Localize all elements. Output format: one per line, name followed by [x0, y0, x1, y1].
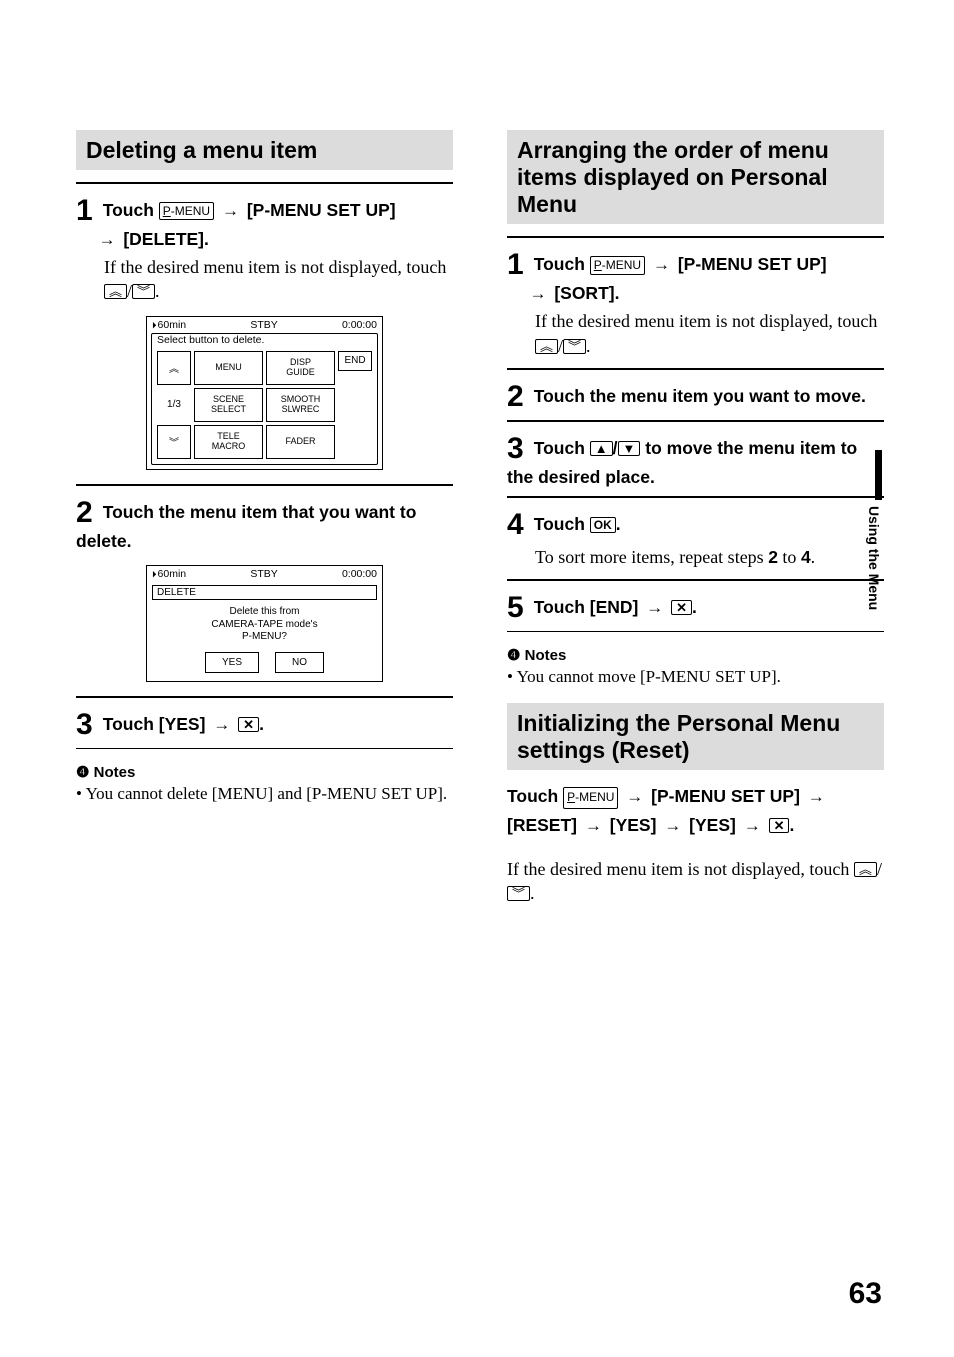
arrow-icon: → — [664, 816, 681, 835]
step-body: If the desired menu item is not displaye… — [104, 255, 453, 304]
up-icon: ︽ — [535, 339, 558, 354]
step-3: 3 Touch ▲/▼ to move the menu item to the… — [507, 432, 884, 490]
step-number: 1 — [507, 248, 524, 282]
arrow-icon: → — [222, 201, 239, 220]
step-5: 5 Touch [END] → ✕. — [507, 591, 884, 625]
rule — [507, 496, 884, 498]
section-heading: Initializing the Personal Menu settings … — [507, 703, 884, 770]
up-icon: ︽ — [157, 351, 191, 385]
step-number: 3 — [507, 432, 524, 466]
heading-text: Deleting a menu item — [86, 137, 443, 164]
arrow-icon: → — [646, 598, 663, 617]
down-icon: ︾ — [507, 886, 530, 901]
close-icon: ✕ — [671, 600, 692, 615]
down-icon: ︾ — [563, 339, 586, 354]
arrow-icon: → — [213, 715, 230, 734]
up-arrow-icon: ▲ — [590, 441, 613, 456]
left-column: Deleting a menu item 1 Touch → [P-MENU S… — [76, 130, 453, 905]
heading-text: Arranging the order of menu items displa… — [517, 137, 874, 218]
rule — [76, 182, 453, 184]
step-2: 2 Touch the menu item you want to move. — [507, 380, 884, 414]
right-column: Arranging the order of menu items displa… — [507, 130, 884, 905]
side-tab-marker — [875, 450, 882, 500]
menu-button: MENU — [194, 351, 263, 385]
step-number: 2 — [507, 380, 524, 414]
lcd-screenshot-2: 60min STBY 0:00:00 DELETE Delete this fr… — [146, 565, 383, 682]
rule — [507, 579, 884, 581]
down-icon: ︾ — [157, 425, 191, 459]
section-heading: Arranging the order of menu items displa… — [507, 130, 884, 224]
note-item: • You cannot move [P-MENU SET UP]. — [507, 666, 884, 689]
end-button: END — [338, 351, 372, 371]
step-3: 3 Touch [YES] → ✕. — [76, 708, 453, 742]
reset-instruction: Touch → [P-MENU SET UP] → [RESET] → [YES… — [507, 782, 884, 838]
fader-button: FADER — [266, 425, 335, 459]
arrow-icon: → — [626, 787, 643, 806]
scene-select-button: SCENE SELECT — [194, 388, 263, 422]
step-1: 1 Touch → [P-MENU SET UP] → [DELETE]. — [76, 194, 453, 252]
note-item: • You cannot delete [MENU] and [P-MENU S… — [76, 783, 453, 806]
heading-text: Initializing the Personal Menu settings … — [517, 710, 874, 764]
up-icon: ︽ — [854, 862, 877, 877]
arrow-icon: → — [98, 230, 115, 249]
disp-guide-button: DISP GUIDE — [266, 351, 335, 385]
step-1: 1 Touch → [P-MENU SET UP] → [SORT]. — [507, 248, 884, 306]
ok-icon: OK — [590, 517, 616, 533]
side-tab-label: Using the Menu — [866, 506, 882, 610]
tele-macro-button: TELE MACRO — [194, 425, 263, 459]
down-arrow-icon: ▼ — [618, 441, 641, 456]
step-number: 3 — [76, 708, 93, 742]
step-body: To sort more items, repeat steps 2 to 4. — [535, 545, 884, 570]
pmenu-icon — [159, 202, 214, 220]
arrow-icon: → — [529, 284, 546, 303]
pmenu-icon — [590, 256, 645, 274]
section-heading: Deleting a menu item — [76, 130, 453, 170]
step-number: 5 — [507, 591, 524, 625]
arrow-icon: → — [808, 787, 825, 806]
step-body: If the desired menu item is not displaye… — [535, 309, 884, 358]
arrow-icon: → — [585, 816, 602, 835]
arrow-icon: → — [744, 816, 761, 835]
arrow-icon: → — [653, 255, 670, 274]
up-icon: ︽ — [104, 284, 127, 299]
page-indicator: 1/3 — [157, 388, 191, 422]
rule — [507, 420, 884, 422]
yes-button: YES — [205, 652, 259, 673]
step-number: 4 — [507, 508, 524, 542]
close-icon: ✕ — [238, 717, 259, 732]
rule — [507, 631, 884, 632]
lcd-screenshot-1: 60min STBY 0:00:00 Select button to dele… — [146, 316, 383, 470]
notes-heading: Notes — [507, 646, 884, 664]
rule — [76, 748, 453, 749]
no-button: NO — [275, 652, 324, 673]
page-number: 63 — [849, 1277, 882, 1311]
rule — [76, 696, 453, 698]
pmenu-icon — [563, 787, 618, 808]
step-2: 2 Touch the menu item that you want to d… — [76, 496, 453, 554]
rule — [507, 236, 884, 238]
step-number: 1 — [76, 194, 93, 228]
notes-heading: Notes — [76, 763, 453, 781]
side-tab: Using the Menu — [864, 450, 882, 630]
reset-body: If the desired menu item is not displaye… — [507, 857, 884, 906]
smooth-slwrec-button: SMOOTH SLWREC — [266, 388, 335, 422]
close-icon: ✕ — [769, 818, 790, 833]
rule — [76, 484, 453, 486]
step-number: 2 — [76, 496, 93, 530]
step-4: 4 Touch OK. — [507, 508, 884, 542]
down-icon: ︾ — [132, 284, 155, 299]
rule — [507, 368, 884, 370]
